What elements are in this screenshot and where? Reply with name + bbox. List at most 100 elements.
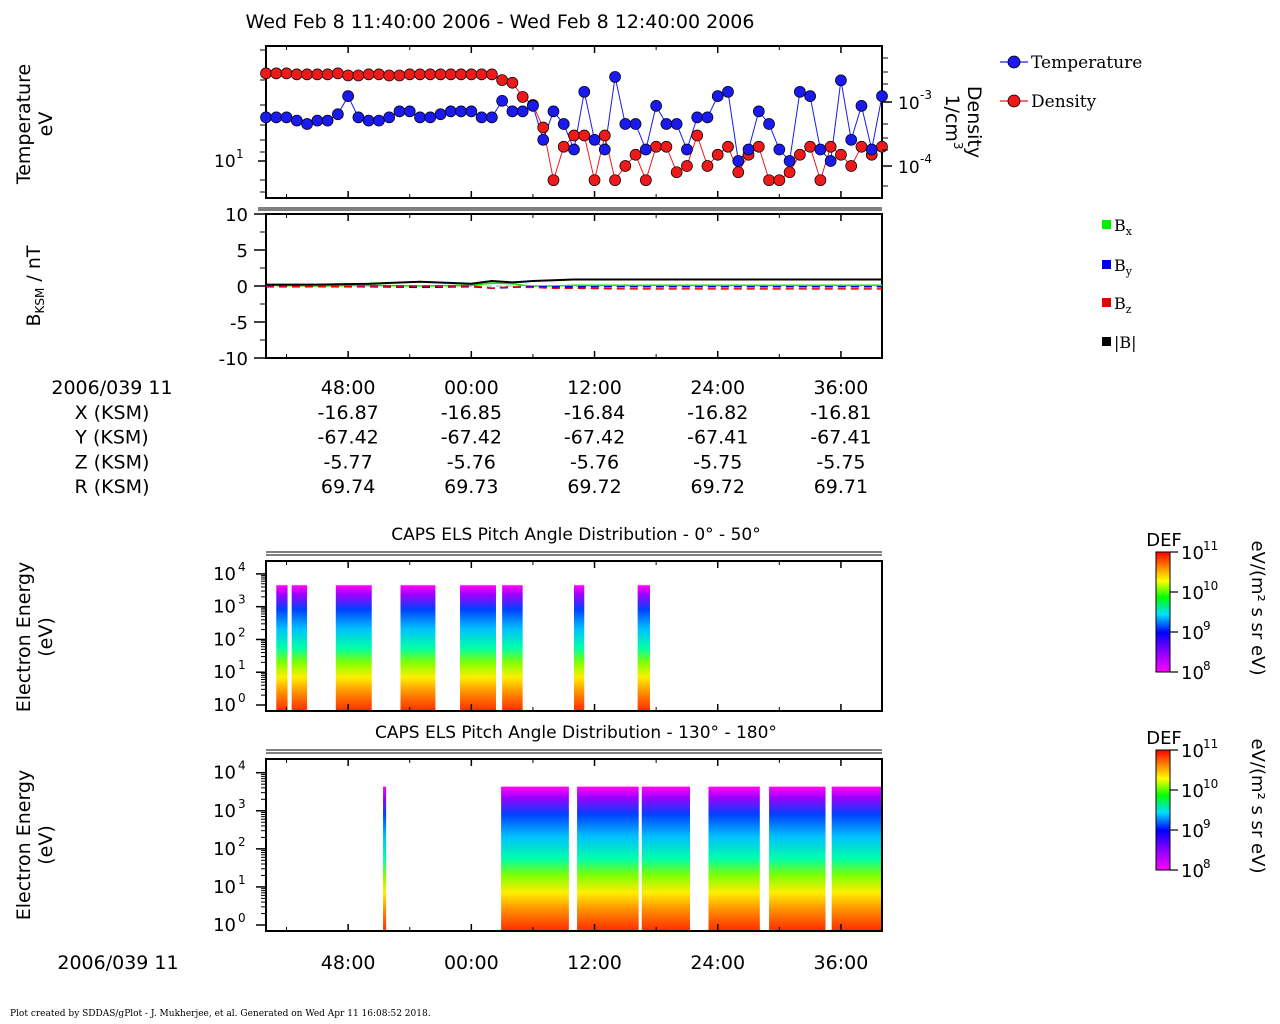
temperature-point (609, 71, 621, 83)
colorbar-tick-exponent: 8 (1203, 857, 1211, 871)
temperature-point (475, 111, 488, 124)
field-tick-label: -10 (219, 349, 248, 370)
temperature-point (424, 111, 437, 124)
field-tick-label: 5 (237, 241, 248, 262)
footer-credit: Plot created by SDDAS/gPlot - J. Mukherj… (10, 1009, 431, 1019)
ephemeris-cell: -5.76 (570, 451, 619, 473)
energy-tick-label: 10 (213, 597, 236, 618)
pad-130-180-panel: CAPS ELS Pitch Angle Distribution - 130°… (13, 723, 1268, 936)
temperature-point (342, 90, 354, 103)
spectrogram-block (502, 562, 523, 710)
temperature-point (527, 100, 539, 112)
temperature-point (681, 143, 693, 156)
ephemeris-cell: -5.76 (447, 451, 496, 473)
energy-tick-exponent: 0 (238, 691, 246, 705)
pad-130-180-yunit: (eV) (35, 825, 57, 865)
colorbar-tick-exponent: 11 (1203, 737, 1218, 751)
temperature-point (362, 114, 375, 127)
legend-btot-swatch (1102, 337, 1111, 346)
colorbar-gradient (1155, 551, 1171, 673)
density-axis-label: Density (963, 86, 985, 158)
time-tick-label: 48:00 (321, 952, 376, 974)
temperature-point (640, 143, 652, 156)
energy-tick-label: 10 (213, 662, 236, 683)
density-point (352, 69, 365, 82)
energy-tick-exponent: 2 (238, 835, 246, 849)
ephemeris-cell: -67.42 (441, 427, 502, 449)
energy-tick-label: 10 (213, 839, 236, 860)
legend-density-label: Density (1031, 92, 1097, 112)
ephemeris-cell: 69.71 (814, 476, 868, 498)
field-lines (265, 278, 882, 290)
temperature-point (794, 85, 806, 98)
ephemeris-cell: -67.41 (687, 427, 748, 449)
spectrogram-block (335, 562, 372, 710)
pad-130-180-title: CAPS ELS Pitch Angle Distribution - 130°… (375, 723, 777, 743)
energy-tick-exponent: 1 (238, 658, 246, 672)
temperature-point (568, 143, 580, 156)
temperature-point (270, 111, 283, 124)
temperature-point (804, 90, 816, 103)
density-point (486, 68, 498, 81)
ephemeris-column-time: 24:00 (690, 377, 745, 399)
colorbar-tick-label: 10 (1181, 861, 1204, 882)
energy-tick-exponent: 4 (238, 560, 246, 574)
density-point (568, 129, 580, 142)
legend-bz-swatch (1102, 298, 1111, 307)
density-point (691, 129, 704, 142)
density-point (588, 174, 601, 187)
spectrogram-block (460, 562, 496, 710)
density-point (640, 174, 652, 187)
colorbar-tick-exponent: 11 (1203, 539, 1218, 553)
temperature-point (301, 118, 313, 130)
density-point (629, 148, 642, 161)
temperature-point (352, 111, 365, 124)
temperature-point (321, 114, 334, 127)
density-point (711, 148, 724, 161)
density-point (321, 68, 334, 81)
temperature-tick-10: 10 (214, 152, 236, 172)
pad-0-50-spectrogram (276, 562, 650, 710)
ephemeris-row-label: X (KSM) (75, 402, 150, 424)
spectrogram-block (400, 562, 436, 710)
density-tick-1e-3-exp: -3 (920, 88, 932, 102)
density-point (537, 121, 550, 134)
density-point (362, 68, 375, 81)
energy-tick-exponent: 0 (238, 911, 246, 925)
density-point (722, 140, 734, 153)
temperature-point (835, 74, 847, 87)
energy-tick-label: 10 (213, 877, 236, 898)
temperature-point (465, 105, 478, 118)
temperature-point (865, 143, 878, 156)
density-point (773, 174, 786, 187)
temperature-point (763, 118, 775, 130)
density-point (763, 174, 775, 187)
density-point (270, 67, 283, 80)
field-axis-label: BKSM / nT (23, 245, 47, 326)
field-tick-label: 10 (225, 205, 248, 226)
field-line-b (266, 278, 882, 286)
temperature-point (516, 105, 529, 118)
colorbar-title: DEF (1146, 530, 1182, 551)
legend-bz-label: Bz (1114, 294, 1132, 316)
ephemeris-column-time: 48:00 (321, 377, 376, 399)
density-point (650, 140, 662, 153)
density-point (424, 68, 437, 81)
ephemeris-cell: -16.82 (687, 402, 748, 424)
ephemeris-row-label: Y (KSM) (74, 427, 148, 449)
density-point (373, 68, 385, 81)
temperature-point (619, 118, 632, 130)
field-line-by (266, 285, 882, 289)
density-point (475, 68, 488, 81)
legend-bx-label: Bx (1114, 216, 1133, 238)
temperature-point (414, 111, 426, 124)
legend-density-marker (1007, 94, 1021, 108)
time-tick-label: 24:00 (690, 952, 745, 974)
ephemeris-cell: 69.74 (321, 476, 375, 498)
temperature-point (691, 111, 704, 124)
spectrogram-block (637, 562, 650, 710)
density-point (814, 174, 827, 187)
field-y-ticks: 10 5 0 -5 -10 (219, 205, 266, 370)
temperature-point (598, 143, 611, 156)
